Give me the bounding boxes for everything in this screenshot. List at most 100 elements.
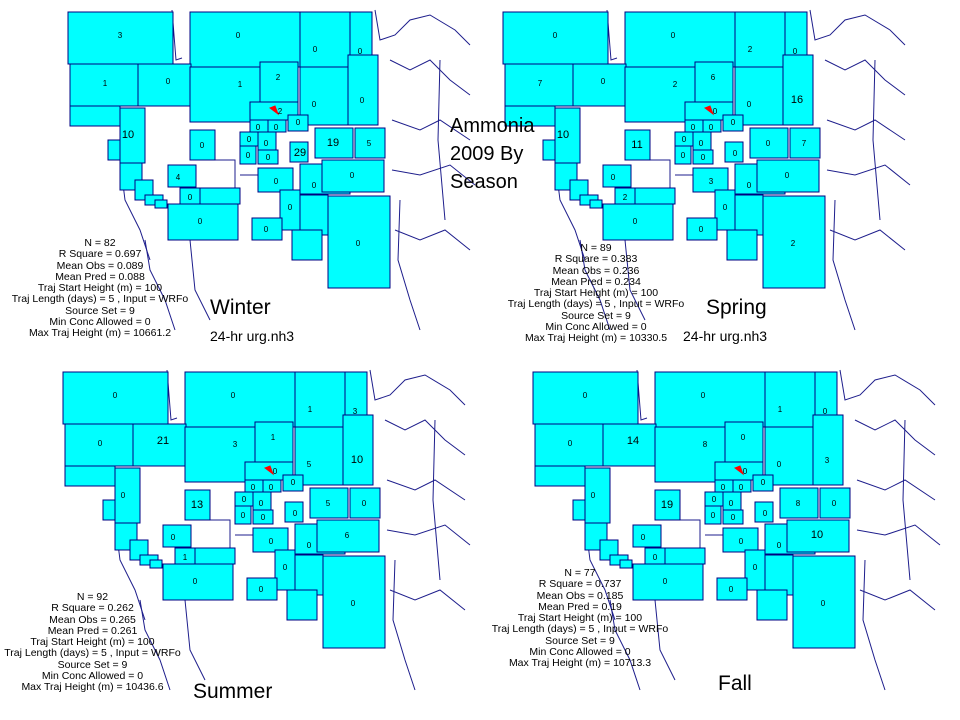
region-cell [162,563,234,601]
region-value-label: 5 [326,499,331,508]
region-cell [734,11,786,68]
region-cell [154,199,168,209]
receptor-marker [703,105,715,116]
region-value-label: 0 [583,391,588,400]
region-cell [726,229,758,261]
region-cell [819,487,851,519]
region-cell [184,371,296,428]
figure-title: Ammonia 2009 By Season [450,112,560,196]
region-value-label: 0 [777,541,782,550]
region-value-label: 7 [538,79,543,88]
region-cell [624,129,651,161]
stats-line: Mean Obs = 0.089 [56,259,144,272]
region-cell [764,554,794,596]
region-value-label: 2 [748,45,753,54]
region-cell [259,61,299,103]
region-value-label: 3 [825,456,830,465]
region-cell [782,54,814,126]
stats-line: Source Set = 9 [65,304,135,317]
state-border-line [139,599,171,691]
region-cell [291,229,323,261]
stats-line: Min Conc Allowed = 0 [545,321,647,334]
region-value-label: 0 [283,563,288,572]
region-cell [254,421,294,463]
region-value-label: 0 [747,100,752,109]
region-cell [309,487,349,519]
stats-line: Traj Length (days) = 5 , Input = WRFo [4,647,181,660]
map-panel-fall: 0 0 1 0 0 14 8 0 0 3 0 0 0 0 0 19 0 0 8 0 0 0 0 0 0 0 0 0 10 0 0 0 N = … [480,360,960,720]
region-cell [692,149,714,165]
border-line [391,119,471,141]
region-cell [64,423,134,467]
region-cell [289,141,309,163]
region-value-label: 0 [256,123,261,132]
region-cell [744,549,766,591]
region-value-label: 0 [360,96,365,105]
region-cell [764,371,816,428]
border-line [826,119,906,141]
stats-line: Mean Obs = 0.185 [536,589,624,602]
stats-line: Traj Start Height (m) = 100 [37,282,163,295]
region-value-label: 0 [682,135,687,144]
region-value-label: 0 [701,391,706,400]
state-border-line [579,239,611,331]
map-panel-winter: 3 0 0 0 1 0 1 2 0 0 10 2 0 0 0 0 0 0 19 5 0 0 29 0 4 0 0 0 0 0 0 0 N = … [0,0,480,360]
region-value-label: 0 [291,478,296,487]
border-line [384,419,466,456]
border-line [394,229,471,251]
region-value-label: 0 [193,577,198,586]
stats-line: Traj Length (days) = 5 , Input = WRFo [507,298,685,311]
region-value-label: 0 [358,47,363,56]
region-cell [199,187,241,205]
season-label-fall: Fall [718,672,752,695]
region-value-label: 0 [739,537,744,546]
stats-line: N = 92 [76,591,109,603]
file-label-spring: 24-hr urg.nh3 [683,328,768,344]
region-value-label: 3 [709,177,714,186]
stats-line: N = 89 [580,242,612,254]
region-value-label: 2 [673,80,678,89]
region-value-label: 0 [568,439,573,448]
region-cell [722,509,744,525]
region-cell [69,105,121,127]
region-cell [704,505,722,525]
region-cell [184,489,211,521]
region-cell [321,159,385,193]
region-value-label: 2 [791,239,796,248]
region-value-label: 10 [351,454,363,466]
region-cell [584,467,611,524]
region-value-label: 0 [274,123,279,132]
stats-line: N = 77 [564,567,596,579]
stats-line: R Square = 0.737 [538,578,622,591]
receptor-marker [733,465,745,476]
region-cell [722,114,744,132]
region-cell [294,554,324,596]
region-cell [502,11,609,65]
region-cell [279,189,301,231]
stats-line: Traj Length (days) = 5 , Input = WRFo [491,623,669,636]
region-value-label: 0 [785,171,790,180]
border-line [397,199,421,331]
region-value-label: 0 [231,391,236,400]
stats-line: R Square = 0.383 [554,253,638,266]
region-value-label: 0 [198,217,203,226]
region-value-label: 0 [259,585,264,594]
stats-block-winter: N = 82 R Square = 0.697 Mean Obs = 0.089… [0,237,200,340]
region-value-label: 0 [307,541,312,550]
stats-line: Mean Obs = 0.236 [552,264,640,277]
region-value-label: 0 [832,499,837,508]
region-value-label: 0 [241,511,246,520]
region-value-label: 0 [633,217,638,226]
region-cell [347,54,379,126]
border-line [432,419,441,581]
border-line [374,9,471,46]
border-line [839,369,936,406]
stats-line: Mean Pred = 0.088 [55,270,145,283]
region-value-label: 0 [653,553,658,562]
border-line [829,229,906,251]
